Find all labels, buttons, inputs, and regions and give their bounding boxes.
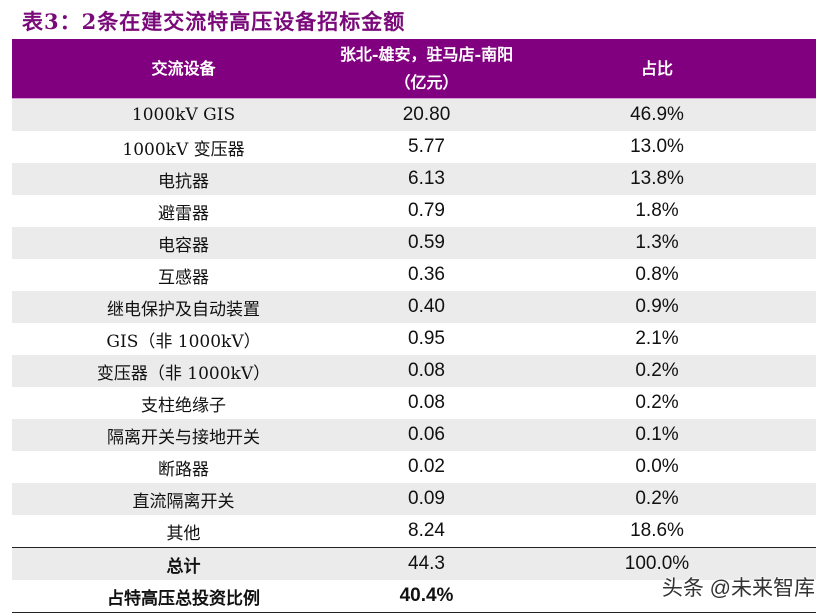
cell-share: 1.3% — [635, 232, 679, 253]
cell-amount: 0.08 — [408, 360, 445, 381]
header-amount-line2: （亿元） — [394, 72, 459, 92]
table-row: GIS（非 1000kV） 0.95 2.1% — [12, 323, 816, 355]
table-row: 隔离开关与接地开关 0.06 0.1% — [12, 419, 816, 451]
cell-share: 2.1% — [635, 328, 679, 349]
cell-amount: 6.13 — [408, 168, 445, 189]
total-amount: 44.3 — [408, 553, 445, 574]
table-row: 1000kV 变压器 5.77 13.0% — [12, 131, 816, 163]
cell-equipment: GIS（非 1000kV） — [106, 331, 261, 352]
cell-share: 1.8% — [635, 200, 679, 221]
table-row: 变压器（非 1000kV） 0.08 0.2% — [12, 355, 816, 387]
cell-share: 0.1% — [635, 424, 679, 445]
cell-share: 0.9% — [635, 296, 679, 317]
cell-share: 0.0% — [635, 456, 679, 477]
cell-amount: 0.40 — [408, 296, 445, 317]
cell-equipment: 避雷器 — [158, 203, 209, 224]
cell-share: 18.6% — [630, 520, 684, 541]
header-equipment: 交流设备 — [151, 58, 216, 78]
ratio-value: 40.4% — [399, 585, 454, 606]
cell-equipment: 隔离开关与接地开关 — [107, 427, 260, 448]
cell-share: 0.2% — [635, 360, 679, 381]
table-row: 避雷器 0.79 1.8% — [12, 195, 816, 227]
cell-share: 46.9% — [630, 104, 684, 125]
table-row: 电抗器 6.13 13.8% — [12, 163, 816, 195]
cell-amount: 0.59 — [408, 232, 445, 253]
cell-share: 0.8% — [635, 264, 679, 285]
header-amount: 张北-雄安，驻马店-南阳 （亿元） — [340, 39, 513, 98]
cell-equipment: 电容器 — [158, 235, 209, 256]
table-row: 互感器 0.36 0.8% — [12, 259, 816, 291]
cell-equipment: 支柱绝缘子 — [141, 395, 226, 416]
total-share: 100.0% — [624, 553, 690, 574]
table-row: 断路器 0.02 0.0% — [12, 451, 816, 483]
table-row: 电容器 0.59 1.3% — [12, 227, 816, 259]
total-row: 总计 44.3 100.0% — [12, 547, 816, 580]
cell-equipment: 1000kV 变压器 — [122, 139, 245, 160]
table-row: 其他 8.24 18.6% — [12, 515, 816, 547]
cell-amount: 0.36 — [408, 264, 445, 285]
cell-equipment: 互感器 — [158, 267, 209, 288]
cell-amount: 0.08 — [408, 392, 445, 413]
cell-amount: 0.09 — [408, 488, 445, 509]
header-share: 占比 — [640, 58, 673, 78]
watermark: 头条 @未来智库 — [661, 577, 815, 600]
cell-amount: 0.02 — [408, 456, 445, 477]
table-row: 支柱绝缘子 0.08 0.2% — [12, 387, 816, 419]
table-row: 1000kV GIS 20.80 46.9% — [12, 99, 816, 131]
cell-share: 13.8% — [630, 168, 684, 189]
cell-equipment: 1000kV GIS — [131, 105, 236, 125]
cell-share: 0.2% — [635, 488, 679, 509]
cell-equipment: 电抗器 — [158, 171, 209, 192]
cell-equipment: 继电保护及自动装置 — [107, 299, 260, 320]
table-row: 继电保护及自动装置 0.40 0.9% — [12, 291, 816, 323]
header-amount-line1: 张北-雄安，驻马店-南阳 — [339, 44, 514, 64]
ratio-label: 占特高压总投资比例 — [107, 588, 260, 609]
table-header: 交流设备 张北-雄安，驻马店-南阳 （亿元） 占比 — [12, 39, 816, 99]
total-label: 总计 — [166, 556, 201, 577]
table-row: 直流隔离开关 0.09 0.2% — [12, 483, 816, 515]
cell-amount: 0.06 — [408, 424, 445, 445]
cell-share: 0.2% — [635, 392, 679, 413]
cell-equipment: 直流隔离开关 — [132, 491, 235, 512]
cell-equipment: 变压器（非 1000kV） — [96, 363, 271, 384]
cell-amount: 5.77 — [408, 136, 445, 157]
table-title: 表3：2条在建交流特高压设备招标金额 — [22, 9, 406, 34]
cell-amount: 0.95 — [408, 328, 445, 349]
cell-equipment: 其他 — [166, 523, 201, 544]
cell-equipment: 断路器 — [158, 459, 209, 480]
cell-amount: 0.79 — [408, 200, 445, 221]
equipment-table: 交流设备 张北-雄安，驻马店-南阳 （亿元） 占比 1000kV GIS 20.8… — [12, 39, 816, 613]
cell-amount: 20.80 — [402, 104, 451, 125]
cell-share: 13.0% — [630, 136, 684, 157]
cell-amount: 8.24 — [408, 520, 445, 541]
